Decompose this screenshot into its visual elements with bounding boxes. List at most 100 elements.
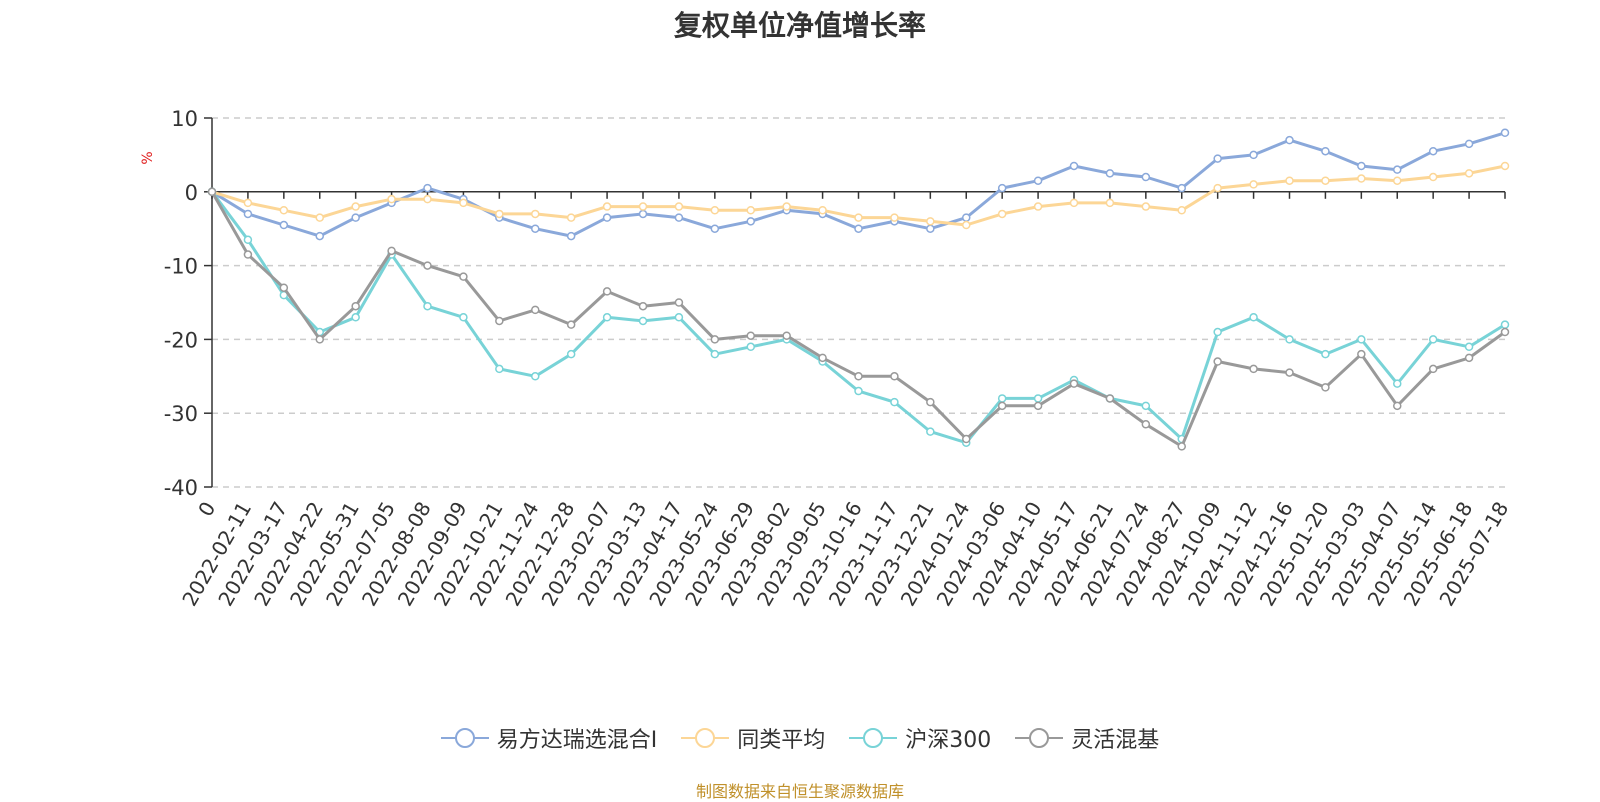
series-3-point: [674, 313, 684, 322]
series-2-point: [602, 202, 612, 211]
series-1-point: [638, 209, 648, 219]
series-3-point: [638, 316, 648, 326]
series-2-point: [710, 206, 720, 215]
series-3-point: [1141, 401, 1151, 411]
series-2-point: [566, 213, 576, 222]
series-3-point: [1357, 335, 1366, 344]
series-2-point: [1069, 198, 1079, 208]
legend-swatch-icon: [1015, 728, 1064, 748]
series-4-point: [854, 372, 863, 381]
legend-swatch-icon: [681, 728, 730, 748]
series-4-point: [818, 353, 827, 363]
y-tick-label: -10: [164, 255, 198, 279]
series-4-point: [1069, 379, 1079, 388]
series-2-point: [997, 209, 1007, 219]
series-1-point: [566, 231, 576, 241]
series-4-point: [962, 434, 971, 444]
series-2-point: [1357, 174, 1366, 183]
series-4-point: [890, 372, 899, 381]
series-layer: [207, 128, 1510, 451]
series-2-point: [1393, 176, 1402, 185]
series-1-point: [674, 213, 684, 222]
grid-layer: [212, 117, 1505, 488]
series-4-point: [566, 320, 576, 329]
series-2-point: [1464, 169, 1474, 178]
legend-swatch-icon: [849, 728, 898, 748]
series-2-point: [1500, 161, 1510, 171]
series-4-point: [351, 301, 360, 311]
series-2-point: [351, 202, 360, 211]
series-1-point: [1177, 183, 1186, 193]
series-4-point: [746, 331, 755, 340]
series-4-point: [1105, 394, 1115, 403]
y-tick-label: -40: [164, 476, 198, 500]
legend-item-1[interactable]: 易方达瑞选混合I: [440, 722, 658, 754]
series-4-point: [1213, 357, 1222, 366]
series-3-point: [1213, 327, 1222, 337]
series-3-point: [1033, 394, 1043, 403]
series-3-point: [351, 313, 360, 322]
axis-layer: 100-10-20-30-4002022-02-112022-03-172022…: [164, 107, 1514, 610]
series-3-point: [1500, 320, 1510, 329]
series-4-point: [1428, 364, 1438, 374]
series-1-point: [531, 224, 540, 233]
series-4-point: [243, 250, 253, 259]
series-4-point: [1249, 364, 1258, 374]
series-4-point: [997, 401, 1007, 411]
series-2-point: [243, 198, 253, 208]
y-tick-label: -30: [164, 402, 198, 426]
series-2-point: [962, 220, 971, 230]
series-1-point: [926, 224, 935, 233]
series-2-point: [495, 209, 504, 219]
y-tick-label: 10: [171, 107, 198, 131]
series-3-point: [1249, 313, 1258, 322]
series-3-point: [459, 313, 468, 322]
series-4-point: [602, 287, 612, 296]
series-1-point: [1213, 154, 1222, 163]
series-3-point: [1464, 342, 1474, 352]
series-2-point: [1141, 202, 1151, 211]
series-2-point: [1249, 180, 1258, 189]
series-1-point: [1033, 176, 1043, 185]
series-1-point: [1428, 146, 1438, 156]
y-axis-label: %: [140, 151, 156, 164]
series-1-point: [1321, 146, 1330, 156]
legend-swatch-icon: [440, 728, 489, 748]
line-chart: 100-10-20-30-4002022-02-112022-03-172022…: [140, 107, 1514, 610]
series-2-point: [531, 209, 540, 219]
x-tick-label: 0: [193, 498, 220, 521]
series-4-point: [1393, 401, 1402, 411]
series-3-point: [243, 235, 253, 245]
series-2-point: [1213, 183, 1222, 193]
series-4-point: [710, 335, 720, 344]
series-2-point: [890, 213, 899, 222]
legend-item-4[interactable]: 灵活混基: [1015, 722, 1159, 754]
series-4-point: [423, 261, 432, 270]
series-1-point: [351, 213, 360, 222]
series-4-point: [387, 246, 396, 256]
series-4-point: [1141, 420, 1151, 429]
series-3-point: [746, 342, 755, 352]
legend-label: 易方达瑞选混合I: [496, 728, 658, 753]
series-1-point: [602, 213, 612, 222]
series-1-point: [1285, 135, 1294, 145]
series-4-point: [315, 335, 324, 344]
series-2-point: [1285, 176, 1294, 185]
series-2-point: [1321, 176, 1330, 185]
series-4-point: [495, 316, 504, 326]
series-3-point: [602, 313, 612, 322]
series-2-point: [854, 213, 863, 222]
series-2-point: [674, 202, 684, 211]
series-4-point: [926, 397, 935, 407]
series-2-point: [818, 206, 827, 215]
legend: 易方达瑞选混合I 同类平均 沪深300 灵活混基: [0, 722, 1600, 754]
series-2-point: [1105, 198, 1115, 208]
series-4-point: [207, 187, 217, 197]
data-source-footer: 制图数据来自恒生聚源数据库: [695, 782, 904, 801]
legend-item-2[interactable]: 同类平均: [681, 722, 825, 754]
legend-item-3[interactable]: 沪深300: [849, 722, 991, 754]
series-3-point: [854, 386, 863, 396]
series-1-point: [1500, 128, 1510, 138]
series-1-point: [279, 220, 289, 230]
series-1-point: [243, 209, 253, 219]
